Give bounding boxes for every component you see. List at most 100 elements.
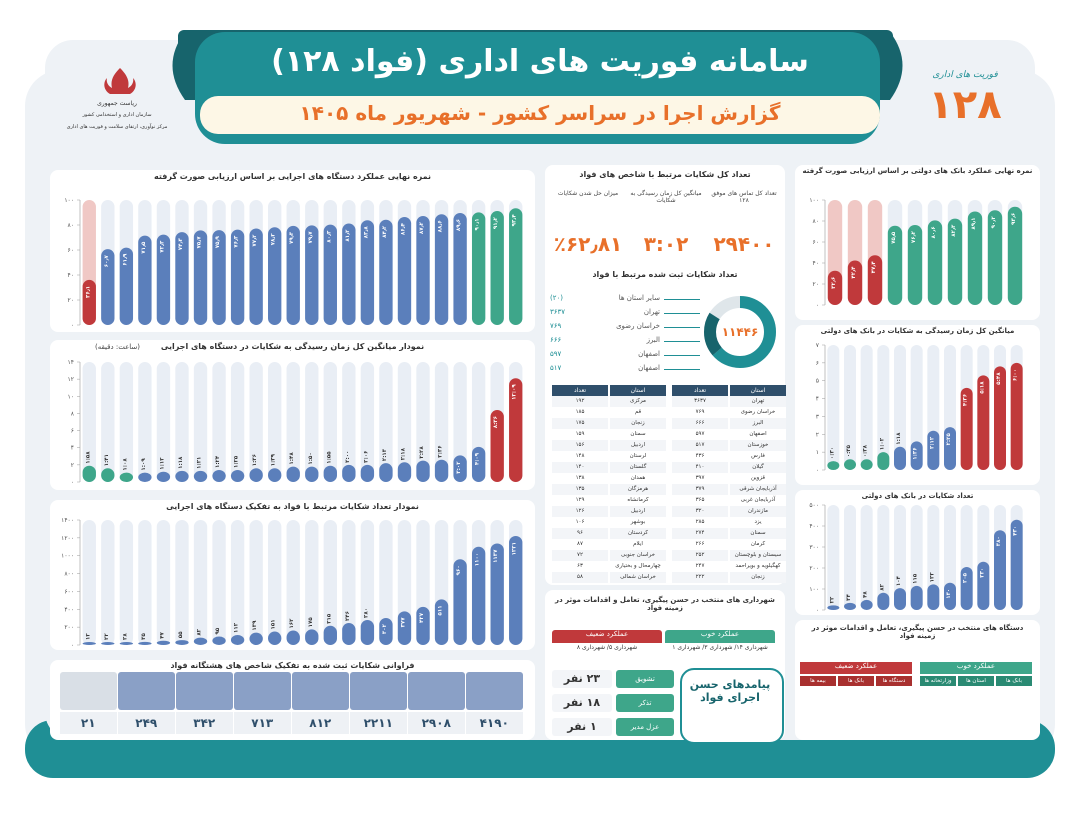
bar-value-label: ۸۱٫۲ <box>345 229 351 242</box>
bar-value-label: ۱:۳۶ <box>913 447 919 459</box>
bar-value-label: ۱۳۹ <box>252 620 258 631</box>
bar <box>230 635 245 645</box>
y-tick-label: ۶ <box>816 360 819 367</box>
bar-value-label: ۱۲۲ <box>929 572 935 583</box>
table-cell: آذربایجان شرقی <box>730 484 786 495</box>
emblem-icon <box>104 68 136 94</box>
bank-time-chart: ۰ ۱ ۲ ۳ ۴ ۵ ۶ ۷ ۰:۳۰ ۰:۳۵ ۰:۳۸ ۱:۰۲ ۱:۱۸ ۱:۳۶ ۲:۱۲ ۲:۲۵… <box>816 342 1023 474</box>
freq-value: ۲۹۰۸ <box>408 712 465 734</box>
bar <box>323 625 337 645</box>
donut-legend-value: ۳۶۳۷ <box>550 308 566 316</box>
bar-value-label: ۱۶۲ <box>289 618 295 629</box>
bar <box>994 366 1006 470</box>
bar-track <box>101 520 115 645</box>
bar <box>471 446 486 482</box>
bar <box>212 636 226 645</box>
table-header-cell: استان <box>610 385 666 396</box>
bar-value-label: ۴۷ <box>159 631 165 638</box>
y-tick-label: ۰ <box>71 322 74 329</box>
bar <box>82 465 96 482</box>
bar <box>960 387 973 470</box>
freq-value: ۸۱۲ <box>292 712 349 734</box>
devices-column-header: بیمه ها <box>800 676 836 686</box>
message-label: عزل مدیر <box>616 718 674 736</box>
bar-value-label: ۳۷۷ <box>400 617 406 628</box>
device-time-title: نمودار میانگین کل زمان رسیدگی به شکایات … <box>160 342 425 351</box>
table-cell: ۱۰۶ <box>552 517 608 528</box>
bar <box>490 543 504 645</box>
bar-value-label: ۱۷۵ <box>308 617 314 628</box>
y-tick-label: ۸۰ <box>813 218 819 225</box>
bar <box>286 630 300 645</box>
bar-value-label: ۷۶٫۲ <box>911 230 917 243</box>
y-tick-label: ۸۰۰ <box>64 571 74 578</box>
bar-track <box>927 505 940 610</box>
bar-value-label: ۶۰٫۷ <box>104 254 110 267</box>
kpi-value-calls: ۲۹۴۰۰ <box>713 232 775 256</box>
bar <box>490 410 504 482</box>
bar-track <box>827 345 840 470</box>
bar <box>877 452 890 470</box>
table-cell: ۴۳۶ <box>672 451 728 462</box>
bar-value-label: ۸۰٫۶ <box>931 226 937 238</box>
bar-track <box>305 520 319 645</box>
table-cell: ۷۶۹ <box>672 407 728 418</box>
message-value: ۲۳ نفر <box>552 670 612 688</box>
device-count-title: نمودار تعداد شکایات مرتبط با فواد به تفک… <box>166 502 419 511</box>
donut-legend-name: اصفهان <box>638 364 660 372</box>
freq-header-cell <box>292 672 349 710</box>
table-cell: ۵۹۷ <box>672 429 728 440</box>
bar-value-label: ۳۲٫۶ <box>831 277 837 289</box>
bar <box>305 629 319 645</box>
freq-value: ۳۴۲ <box>176 712 233 734</box>
bar-track <box>827 505 840 610</box>
donut-legend-line <box>664 313 700 314</box>
device-score-chart: ۰ ۲۰ ۴۰ ۶۰ ۸۰ ۱۰۰ ۳۶٫۱ ۶۰٫۷ ۶۱٫۹ ۷۱٫۵ ۷۲٫۳ ۷۴٫۳ ۷۵٫۷… <box>64 197 523 329</box>
bar-value-label: ۱:۵۵ <box>326 451 332 464</box>
bar <box>1010 519 1023 610</box>
bar <box>82 279 96 325</box>
bar-track <box>268 362 282 482</box>
bar <box>960 566 973 610</box>
bar-track <box>305 362 319 482</box>
device-time-unit: (ساعت: دقیقه) <box>95 343 140 351</box>
freq-value: ۲۱ <box>60 712 117 734</box>
table-cell: یزد <box>730 517 786 528</box>
bar <box>379 463 393 482</box>
bar-track <box>894 345 906 470</box>
table-cell: ۹۶ <box>552 528 608 539</box>
bar-value-label: ۱:۲۱ <box>197 457 203 469</box>
bar-value-label: ۵۱۱ <box>438 605 444 615</box>
bar-track <box>230 520 245 645</box>
bar <box>342 623 356 645</box>
bar <box>927 220 943 305</box>
table-cell: هرمزگان <box>610 484 666 495</box>
kpi-title: تعداد کل شکایات مرتبط با شاخص های فواد <box>579 170 751 179</box>
bar <box>305 225 319 325</box>
message-label: تذکر <box>616 694 674 712</box>
bar-value-label: ۸۹٫۱ <box>971 217 977 229</box>
donut-center-value: ۱۱۴۴۶ <box>721 325 759 339</box>
freq-header-cell <box>408 672 465 710</box>
bar-value-label: ۱:۵۰ <box>308 452 314 464</box>
bar-value-label: ۳:۰۲ <box>456 461 462 474</box>
y-tick-label: ۱۴۰۰ <box>61 517 74 524</box>
bar-value-label: ۹۳٫۶ <box>1011 213 1017 225</box>
bar-value-label: ۱۲۲۱ <box>512 542 518 555</box>
table-cell: تهران <box>730 396 786 407</box>
y-tick-label: ۱۰۰۰ <box>61 553 74 560</box>
table-cell: کردستان <box>610 528 666 539</box>
table-cell: ۲۲۲ <box>672 572 728 583</box>
bar-value-label: ۱:۵۸ <box>85 451 91 464</box>
bar-value-label: ۴۲٫۴ <box>851 266 857 279</box>
bar-value-label: ۱:۰۹ <box>141 458 147 471</box>
bar <box>894 446 906 470</box>
table-cell: ۱۴۸ <box>552 451 608 462</box>
bar <box>471 546 486 645</box>
table-cell: ۲۸۵ <box>672 517 728 528</box>
y-tick-label: ۱۰۰ <box>64 197 74 204</box>
bar-value-label: ۲۰۵ <box>963 572 969 583</box>
bar <box>416 606 430 645</box>
donut-legend-line <box>664 369 700 370</box>
bar <box>323 224 337 325</box>
